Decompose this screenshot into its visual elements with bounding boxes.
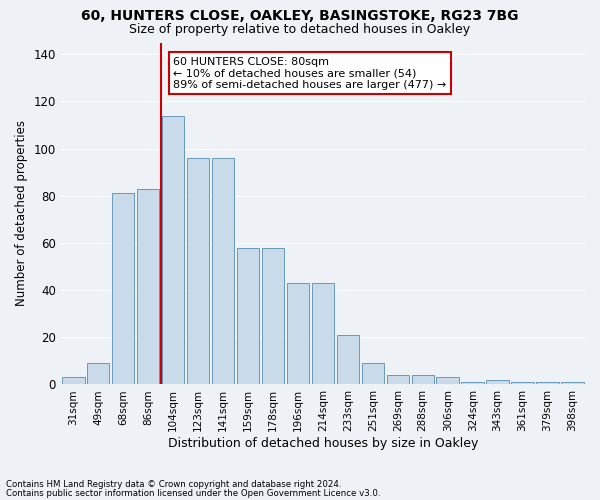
- Bar: [212, 158, 234, 384]
- Bar: [137, 188, 160, 384]
- Text: Contains public sector information licensed under the Open Government Licence v3: Contains public sector information licen…: [6, 488, 380, 498]
- Text: 60, HUNTERS CLOSE, OAKLEY, BASINGSTOKE, RG23 7BG: 60, HUNTERS CLOSE, OAKLEY, BASINGSTOKE, …: [81, 9, 519, 23]
- Bar: [561, 382, 584, 384]
- Bar: [436, 378, 459, 384]
- Bar: [262, 248, 284, 384]
- Text: Size of property relative to detached houses in Oakley: Size of property relative to detached ho…: [130, 22, 470, 36]
- Bar: [511, 382, 534, 384]
- Bar: [287, 283, 309, 384]
- Bar: [337, 335, 359, 384]
- Bar: [386, 375, 409, 384]
- Bar: [162, 116, 184, 384]
- Bar: [311, 283, 334, 384]
- Text: 60 HUNTERS CLOSE: 80sqm
← 10% of detached houses are smaller (54)
89% of semi-de: 60 HUNTERS CLOSE: 80sqm ← 10% of detache…: [173, 56, 446, 90]
- Bar: [536, 382, 559, 384]
- Bar: [237, 248, 259, 384]
- Bar: [487, 380, 509, 384]
- Bar: [461, 382, 484, 384]
- Bar: [62, 378, 85, 384]
- Text: Contains HM Land Registry data © Crown copyright and database right 2024.: Contains HM Land Registry data © Crown c…: [6, 480, 341, 489]
- X-axis label: Distribution of detached houses by size in Oakley: Distribution of detached houses by size …: [168, 437, 478, 450]
- Bar: [362, 363, 384, 384]
- Y-axis label: Number of detached properties: Number of detached properties: [15, 120, 28, 306]
- Bar: [412, 375, 434, 384]
- Bar: [187, 158, 209, 384]
- Bar: [87, 363, 109, 384]
- Bar: [112, 194, 134, 384]
